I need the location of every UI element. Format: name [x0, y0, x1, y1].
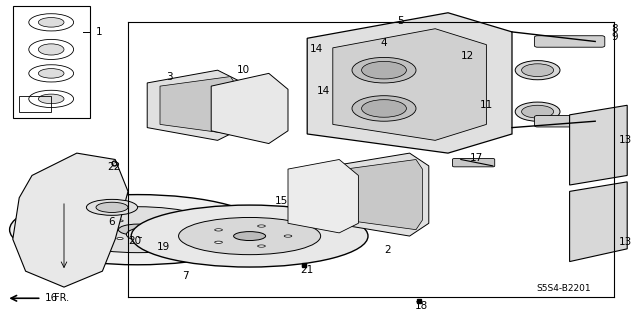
- Text: 17: 17: [470, 153, 483, 163]
- Ellipse shape: [214, 241, 222, 243]
- Ellipse shape: [54, 207, 221, 253]
- Text: S5S4-B2201: S5S4-B2201: [536, 284, 591, 293]
- Text: 9: 9: [611, 32, 618, 42]
- Ellipse shape: [99, 229, 106, 231]
- Ellipse shape: [352, 57, 416, 83]
- Polygon shape: [346, 160, 422, 230]
- Polygon shape: [288, 160, 358, 233]
- FancyBboxPatch shape: [452, 159, 495, 167]
- Polygon shape: [307, 13, 512, 153]
- Text: 15: 15: [275, 196, 288, 206]
- Polygon shape: [333, 29, 486, 140]
- Polygon shape: [13, 153, 128, 287]
- Ellipse shape: [352, 96, 416, 121]
- Polygon shape: [570, 105, 627, 185]
- Text: 12: 12: [461, 51, 474, 61]
- Ellipse shape: [96, 202, 128, 212]
- Text: 7: 7: [182, 271, 189, 281]
- Ellipse shape: [116, 238, 123, 240]
- Text: 6: 6: [109, 217, 115, 227]
- Ellipse shape: [522, 64, 554, 77]
- Ellipse shape: [152, 238, 158, 240]
- Text: 20: 20: [128, 236, 141, 246]
- Text: 2: 2: [384, 245, 390, 256]
- Ellipse shape: [179, 218, 321, 255]
- Text: 21: 21: [301, 264, 314, 275]
- Polygon shape: [147, 70, 243, 140]
- FancyBboxPatch shape: [534, 115, 605, 127]
- Polygon shape: [211, 73, 288, 144]
- Text: 8: 8: [611, 24, 618, 34]
- Polygon shape: [570, 182, 627, 262]
- Text: 4: 4: [381, 38, 387, 48]
- Ellipse shape: [258, 225, 266, 227]
- Ellipse shape: [131, 205, 368, 267]
- Text: 19: 19: [157, 242, 170, 252]
- Ellipse shape: [170, 229, 176, 231]
- FancyBboxPatch shape: [534, 36, 605, 47]
- Text: 11: 11: [480, 100, 493, 110]
- Ellipse shape: [214, 229, 222, 231]
- Ellipse shape: [284, 235, 292, 237]
- Ellipse shape: [118, 224, 157, 235]
- Text: 10: 10: [237, 65, 250, 75]
- Text: 18: 18: [415, 301, 428, 311]
- Text: 13: 13: [619, 237, 632, 248]
- Text: 5: 5: [397, 16, 403, 26]
- Ellipse shape: [38, 69, 64, 78]
- Ellipse shape: [38, 44, 64, 55]
- Ellipse shape: [362, 100, 406, 117]
- Ellipse shape: [515, 102, 560, 121]
- Text: 22: 22: [108, 162, 120, 173]
- Ellipse shape: [522, 105, 554, 118]
- Ellipse shape: [362, 62, 406, 79]
- Ellipse shape: [127, 226, 181, 242]
- Polygon shape: [333, 153, 429, 236]
- Ellipse shape: [86, 199, 138, 215]
- Ellipse shape: [258, 245, 266, 247]
- Ellipse shape: [515, 61, 560, 80]
- Text: 13: 13: [619, 135, 632, 145]
- Ellipse shape: [10, 195, 266, 265]
- Ellipse shape: [38, 94, 64, 104]
- Text: 16: 16: [45, 293, 58, 303]
- Ellipse shape: [138, 230, 170, 239]
- Text: 1: 1: [96, 27, 102, 37]
- Text: 3: 3: [166, 71, 173, 82]
- Ellipse shape: [116, 220, 123, 222]
- Ellipse shape: [38, 18, 64, 27]
- Ellipse shape: [152, 220, 158, 222]
- Ellipse shape: [234, 232, 266, 241]
- Polygon shape: [160, 77, 237, 134]
- Text: 14: 14: [317, 86, 330, 96]
- Text: 14: 14: [310, 44, 323, 55]
- Text: FR.: FR.: [54, 293, 70, 303]
